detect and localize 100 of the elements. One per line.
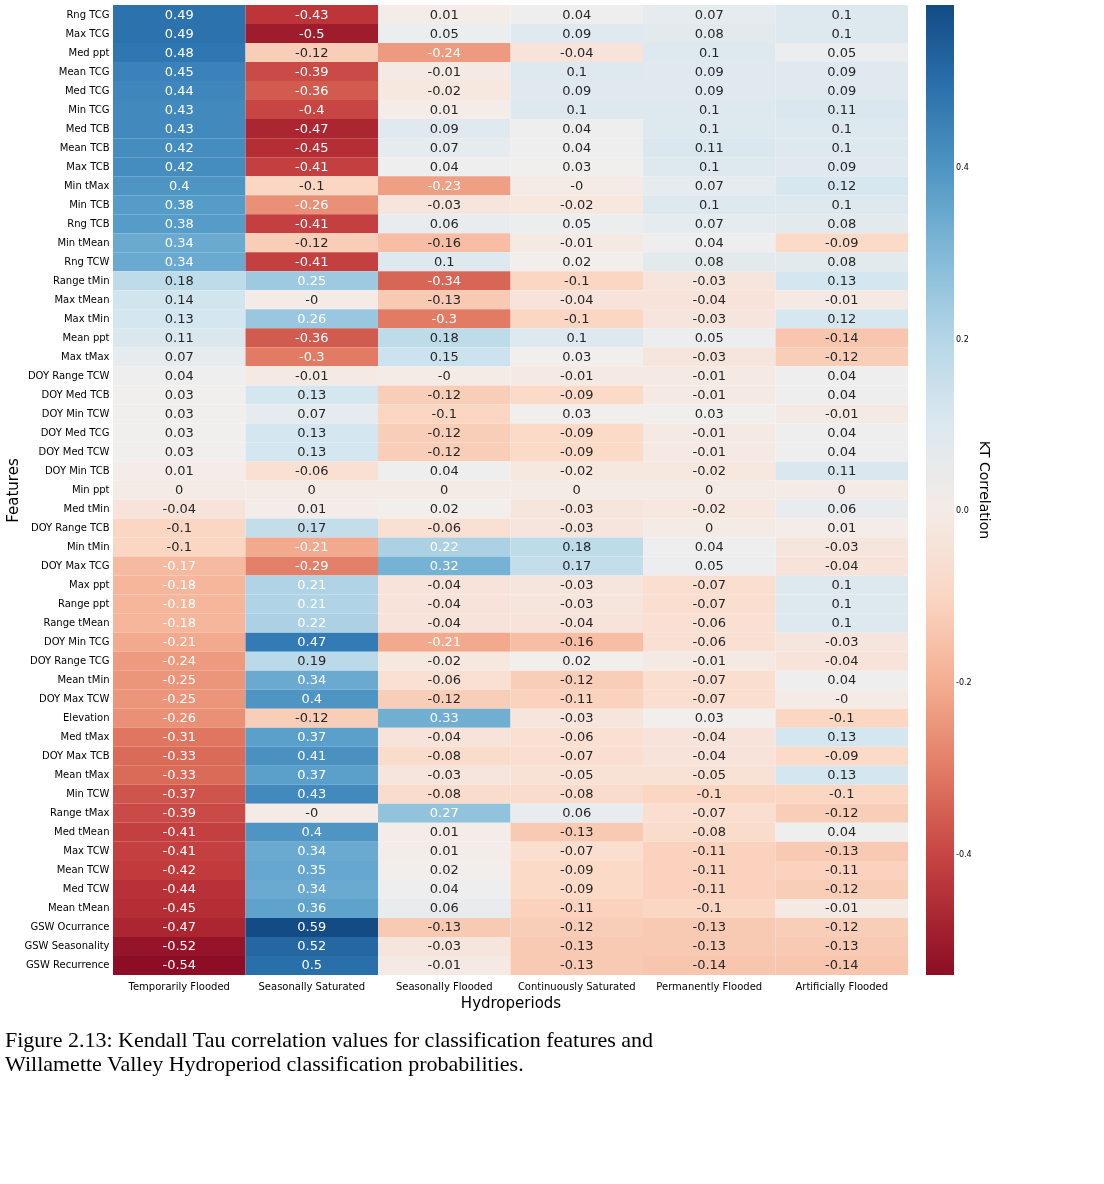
- data-label: -0.01: [294, 367, 329, 383]
- y-tick-label: Max TCG: [65, 27, 110, 39]
- data-label: -0.02: [559, 196, 594, 212]
- data-label: -0.13: [692, 919, 727, 935]
- y-tick-label: DOY Med TCB: [41, 388, 110, 400]
- data-label: -0.01: [427, 63, 462, 79]
- y-tick-label: Mean TCB: [59, 141, 110, 153]
- y-tick-label: Max TCB: [66, 160, 110, 172]
- data-label: 0.05: [562, 215, 592, 231]
- data-label: -0.13: [824, 843, 859, 859]
- data-label: -0.17: [162, 558, 197, 574]
- data-label: -0.01: [692, 386, 727, 402]
- y-tick-label: Med ppt: [68, 46, 110, 58]
- data-label: 0.34: [164, 253, 194, 269]
- y-tick-label: DOY Range TCW: [27, 369, 110, 381]
- y-tick-label: DOY Min TCG: [44, 636, 110, 648]
- data-label: 0.07: [429, 139, 459, 155]
- data-label: 0.38: [164, 215, 194, 231]
- data-label: -0.29: [294, 558, 329, 574]
- data-label: 0.07: [164, 348, 194, 364]
- x-tick-label: Seasonally Saturated: [258, 980, 365, 992]
- y-tick-label: DOY Max TCG: [41, 560, 110, 572]
- x-tick-label: Permanently Flooded: [656, 980, 763, 992]
- data-label: -0.01: [824, 405, 859, 421]
- data-label: -0: [305, 805, 319, 821]
- data-label: -0.39: [162, 805, 197, 821]
- data-label: -0.02: [692, 501, 727, 517]
- data-label: -0.34: [427, 272, 462, 288]
- data-label: -0.04: [692, 729, 727, 745]
- data-label: -0.06: [692, 634, 727, 650]
- data-label: -0.06: [559, 729, 594, 745]
- data-label: -0.08: [427, 748, 462, 764]
- data-label: -0.12: [824, 919, 859, 935]
- data-label: 0.01: [429, 6, 459, 22]
- y-tick-label: GSW Recurrence: [25, 959, 110, 971]
- data-label: -0.18: [162, 577, 197, 593]
- data-label: 0.01: [429, 843, 459, 859]
- data-label: 0.13: [297, 386, 327, 402]
- data-label: -0.26: [162, 710, 197, 726]
- data-label: 0.37: [297, 729, 327, 745]
- data-label: -0.07: [692, 691, 727, 707]
- data-label: -0.06: [294, 462, 329, 478]
- data-label: 0.1: [831, 139, 853, 155]
- data-label: -0.13: [559, 957, 594, 973]
- data-label: 0.1: [698, 101, 720, 117]
- data-label: -0.21: [162, 634, 197, 650]
- data-label: 0.03: [694, 405, 724, 421]
- data-label: -0.03: [824, 539, 859, 555]
- y-tick-label: DOY Min TCB: [44, 464, 110, 476]
- data-label: 0.03: [164, 386, 194, 402]
- data-label: -0.12: [427, 691, 462, 707]
- data-label: -0.01: [427, 957, 462, 973]
- data-label: 0.09: [827, 63, 857, 79]
- data-label: 0.21: [297, 596, 327, 612]
- data-label: -0.03: [559, 710, 594, 726]
- data-label: 0.11: [827, 101, 857, 117]
- y-tick-label: Min TCG: [68, 103, 110, 115]
- data-label: -0.01: [824, 291, 859, 307]
- y-tick-label: DOY Max TCB: [41, 750, 110, 762]
- data-label: 0.42: [164, 139, 194, 155]
- data-label: -0.04: [427, 729, 462, 745]
- data-label: 0.4: [301, 691, 323, 707]
- data-label: 0.02: [429, 501, 459, 517]
- data-label: -0.04: [162, 501, 197, 517]
- data-label: -0.41: [294, 253, 329, 269]
- data-label: 0.1: [566, 101, 588, 117]
- data-label: 0.34: [164, 234, 194, 250]
- data-label: -0.1: [299, 177, 325, 193]
- data-label: 0.37: [297, 767, 327, 783]
- data-label: 0.1: [566, 329, 588, 345]
- data-label: 0: [307, 482, 316, 497]
- data-label: 0.04: [827, 386, 857, 402]
- data-label: 0.08: [827, 253, 857, 269]
- data-label: -0.09: [824, 234, 859, 250]
- y-tick-label: Med tMean: [54, 826, 110, 838]
- data-label: -0.41: [294, 215, 329, 231]
- data-label: 0.1: [831, 596, 853, 612]
- data-label: 0.11: [827, 462, 857, 478]
- data-label: 0.04: [164, 367, 194, 383]
- data-label: -0: [835, 691, 849, 707]
- data-label: 0.06: [562, 805, 592, 821]
- data-label: 0: [440, 482, 449, 497]
- y-axis-title: Features: [3, 458, 22, 523]
- color-bar-title: KT Correlation: [977, 440, 993, 540]
- data-label: 0.08: [694, 25, 724, 41]
- data-label: -0.12: [824, 881, 859, 897]
- data-label: -0.25: [162, 672, 197, 688]
- x-tick-label: Continuously Saturated: [517, 980, 636, 992]
- data-label: -0.07: [692, 596, 727, 612]
- color-bar-label: -0.2: [956, 678, 972, 688]
- data-label: -0.08: [427, 786, 462, 802]
- data-label: -0.13: [692, 938, 727, 954]
- data-label: -0.4: [299, 101, 325, 117]
- data-label: -0.03: [559, 520, 594, 536]
- data-label: -0.11: [692, 881, 727, 897]
- data-label: -0.02: [692, 462, 727, 478]
- data-label: 0.19: [297, 653, 327, 669]
- data-label: 0.43: [297, 786, 327, 802]
- data-label: -0.04: [559, 615, 594, 631]
- data-label: -0.07: [559, 748, 594, 764]
